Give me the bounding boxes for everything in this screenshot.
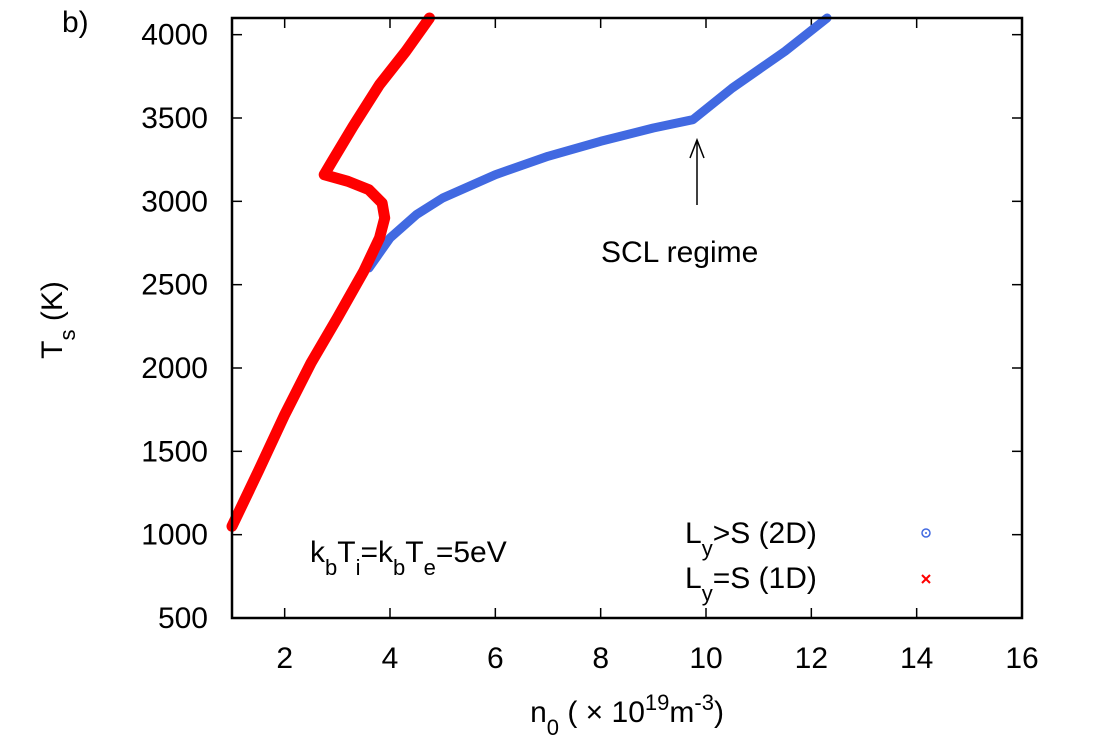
- y-tick-label: 3000: [141, 185, 208, 218]
- scl-regime-label: SCL regime: [601, 236, 758, 269]
- condition-annotation: kbTi=kbTe=5eV: [310, 536, 507, 580]
- x-tick-label: 16: [1005, 642, 1038, 675]
- x-tick-label: 4: [382, 642, 399, 675]
- x-tick-label: 10: [689, 642, 722, 675]
- x-tick-label: 12: [795, 642, 828, 675]
- legend: Ly>S (2D) Ly=S (1D): [685, 517, 931, 606]
- panel-label: b): [62, 6, 89, 39]
- scl-arrow: [689, 137, 705, 205]
- x-tick-label: 14: [900, 642, 933, 675]
- y-tick-label: 1500: [141, 435, 208, 468]
- tick-labels: 2 4 6 8 10 12 14 16 500 1000 1500 2000 2500 3000 3500 4…: [141, 19, 1038, 675]
- y-tick-label: 4000: [141, 19, 208, 52]
- plot-frame: [230, 16, 1024, 620]
- y-tick-label: 2500: [141, 269, 208, 302]
- axis-ticks: [232, 18, 1023, 619]
- series-2d-line: [364, 13, 832, 273]
- y-tick-label: 1000: [141, 519, 208, 552]
- legend-entry-2d: Ly>S (2D): [685, 517, 817, 561]
- series-layer: [226, 12, 832, 532]
- x-tick-label: 2: [276, 642, 293, 675]
- legend-entry-1d: Ly=S (1D): [685, 562, 817, 606]
- legend-marker-1d: [921, 574, 931, 584]
- y-tick-label: 2000: [141, 352, 208, 385]
- x-tick-label: 6: [487, 642, 504, 675]
- y-tick-label: 3500: [141, 102, 208, 135]
- series-1d-line: [226, 12, 435, 532]
- y-tick-label: 500: [158, 602, 208, 635]
- x-axis-title: n0 ( × 1019m-3): [530, 690, 724, 740]
- x-tick-label: 8: [592, 642, 609, 675]
- y-axis-title: Ts (K): [36, 281, 80, 359]
- legend-marker-2d: [921, 528, 931, 538]
